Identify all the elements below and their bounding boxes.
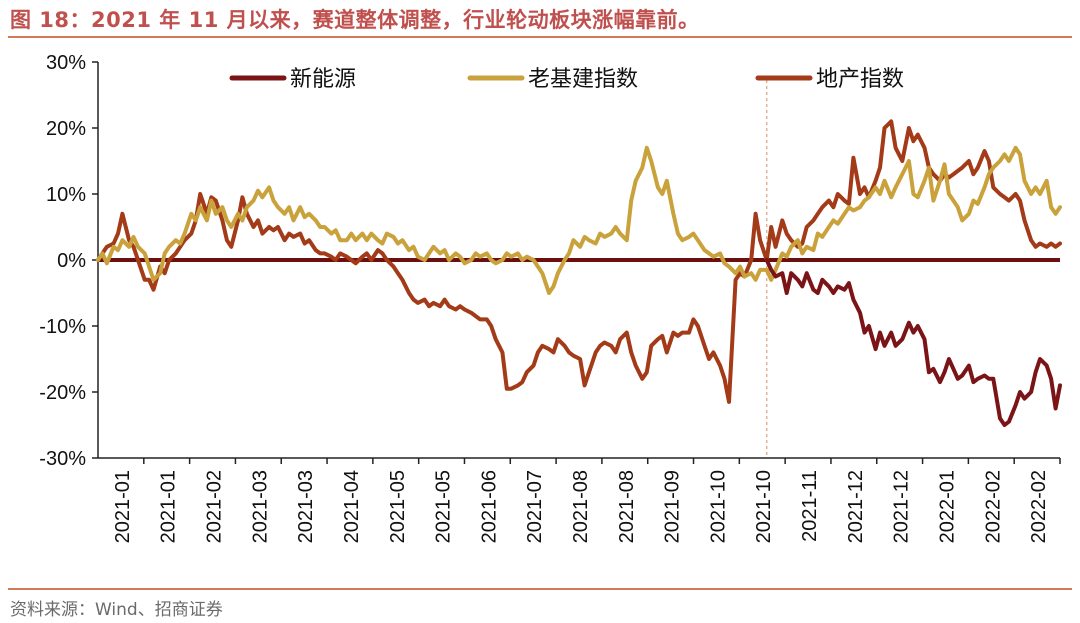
legend-label: 新能源 [290, 67, 356, 92]
series-layer [96, 119, 1062, 427]
y-tick-label: -10% [39, 316, 86, 338]
y-tick-label: 20% [46, 118, 86, 140]
x-tick-label: 2021-10 [707, 470, 729, 543]
chart-axes: -30% -20% -10% 0% 10% 20% 30% 2021-01 2021-01 202… [39, 52, 1061, 543]
series-line-0 [764, 258, 1062, 427]
y-tick-label: -30% [39, 448, 86, 470]
title-rule [8, 36, 1072, 38]
x-tick-label: 2022-01 [936, 470, 958, 543]
x-tick-label: 2021-09 [662, 470, 684, 543]
source-note: 资料来源：Wind、招商证券 [10, 600, 223, 620]
x-tick-label: 2022-02 [1028, 470, 1050, 543]
x-tick-label: 2021-11 [799, 470, 821, 542]
y-tick-label: 0% [57, 250, 86, 272]
x-tick-label: 2021-04 [341, 470, 363, 543]
x-tick-label: 2022-02 [982, 470, 1004, 543]
x-tick-label: 2021-07 [524, 470, 546, 543]
x-tick-label: 2021-06 [478, 470, 500, 543]
x-tick-label: 2021-08 [570, 470, 592, 543]
x-tick-label: 2021-02 [204, 470, 226, 543]
x-tick-label: 2021-03 [249, 470, 271, 543]
footer-rule [8, 588, 1072, 590]
x-tick-label: 2021-05 [387, 470, 409, 543]
legend-label: 地产指数 [816, 67, 904, 92]
y-tick-label: 10% [46, 184, 86, 206]
x-tick-label: 2021-03 [295, 470, 317, 543]
x-tick-label: 2021-12 [845, 470, 867, 543]
x-tick-label: 2021-12 [891, 470, 913, 543]
legend-label: 老基建指数 [528, 67, 638, 92]
figure-title: 图 18：2021 年 11 月以来，赛道整体调整，行业轮动板块涨幅靠前。 [10, 8, 700, 32]
x-tick-label: 2021-01 [112, 470, 134, 543]
series-line-1 [96, 145, 1062, 295]
y-tick-label: 30% [46, 52, 86, 74]
y-tick-label: -20% [39, 382, 86, 404]
x-tick-label: 2021-08 [616, 470, 638, 543]
x-tick-label: 2021-05 [433, 470, 455, 543]
series-line-2 [96, 119, 1062, 404]
x-tick-label: 2021-10 [753, 470, 775, 543]
x-tick-label: 2021-01 [158, 470, 180, 543]
chart-legend: 新能源 老基建指数 地产指数 [229, 67, 904, 92]
